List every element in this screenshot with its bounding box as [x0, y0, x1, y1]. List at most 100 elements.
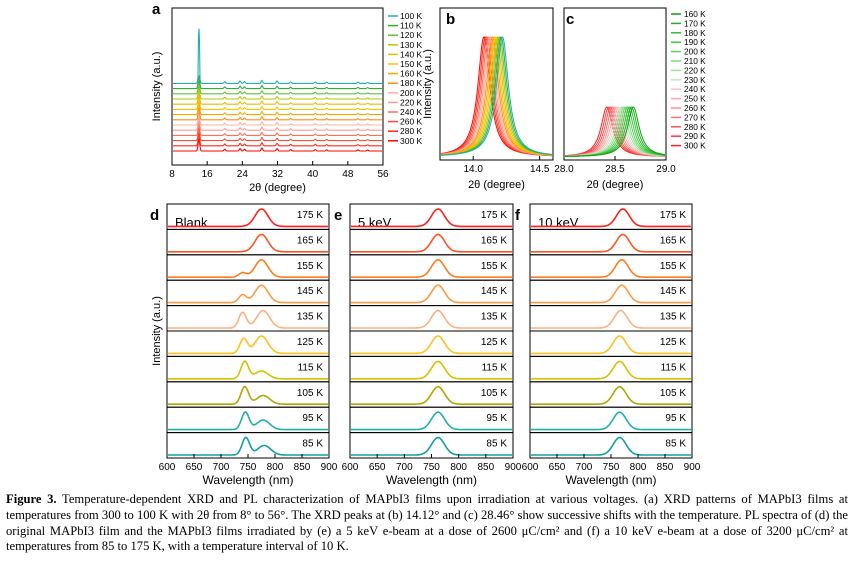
- panel-c-legend-180K: 180 K: [684, 28, 706, 38]
- caption-text: Temperature-dependent XRD and PL charact…: [6, 492, 848, 554]
- pl-ylabel: Intensity (a.u.): [151, 296, 163, 366]
- panel-e-temp-label: 165 K: [481, 235, 507, 246]
- panel-c-xtick-label: 29.0: [656, 164, 676, 175]
- panel-e-xtick-label: 750: [423, 462, 440, 473]
- panel-d-temp-label: 125 K: [297, 337, 323, 348]
- panel-a-legend-220K: 220 K: [400, 97, 423, 107]
- panel-f-temp-label: 175 K: [660, 210, 686, 221]
- panel-d-temp-label: 175 K: [297, 210, 323, 221]
- panel-d-temp-label: 115 K: [298, 362, 324, 373]
- panel-f-series-115K: [531, 360, 691, 380]
- panel-f-xlabel: Wavelength (nm): [566, 473, 657, 487]
- panel-a-series-140 K: [173, 90, 382, 105]
- panel-e-xtick-label: 900: [505, 462, 522, 473]
- panel-d-temp-label: 135 K: [297, 312, 323, 323]
- panel-e-series-175K: [351, 208, 512, 228]
- panel-e-series-125K: [351, 335, 512, 355]
- panel-c-legend-290K: 290 K: [684, 131, 706, 141]
- panel-f-temp-label: 125 K: [660, 337, 686, 348]
- panel-b-ylabel: Intensity (a.u.): [422, 49, 434, 119]
- panel-e-temp-label: 105 K: [481, 388, 507, 399]
- panel-c-xlabel: 2θ (degree): [587, 179, 644, 191]
- panel-f-series-135K: [531, 309, 691, 329]
- panel-d-title: Blank: [175, 215, 208, 230]
- panel-b-series: [441, 36, 552, 156]
- panel-e-temp-label: 145 K: [481, 286, 507, 297]
- figure: a 8 16 24 32 40 48 56 2θ (degree) Intensity (a.u.…: [150, 1, 706, 487]
- panel-f-series-155K: [531, 259, 691, 278]
- panel-a-legend-130K: 130 K: [400, 40, 423, 50]
- panel-c-legend-200K: 200 K: [684, 47, 706, 57]
- panel-b-frame: [439, 7, 554, 161]
- panel-a-series-110 K: [173, 74, 382, 90]
- panel-b-xtick-label: 14.0: [464, 164, 484, 175]
- panel-a-series-300 K: [173, 136, 382, 152]
- panel-d-xtick-label: 700: [213, 462, 230, 473]
- panel-e-label: e: [334, 207, 342, 224]
- panel-f-series-125K: [531, 335, 691, 355]
- panel-c-series: [565, 106, 666, 157]
- panel-e-series-135K: [351, 309, 512, 329]
- panel-f-series-105K: [531, 386, 691, 405]
- panel-e-temp-label: 115 K: [482, 362, 508, 373]
- panel-e-temp-label: 125 K: [481, 337, 507, 348]
- panel-f-series-145K: [531, 284, 691, 304]
- panel-e-title: 5 keV: [358, 215, 392, 230]
- panel-a-legend-240K: 240 K: [400, 107, 423, 117]
- panel-f-xtick-label: 600: [522, 462, 539, 473]
- panel-a-series-120 K: [173, 79, 382, 95]
- panel-d-series-105K: [168, 385, 328, 405]
- panel-d-temp-label: 165 K: [297, 235, 323, 246]
- caption-label: Figure 3.: [6, 492, 57, 506]
- panel-f-series-95K: [531, 411, 691, 431]
- panel-c-legend-170K: 170 K: [684, 18, 706, 28]
- panel-f-temp-label: 165 K: [660, 235, 686, 246]
- panel-a-legend-260K: 260 K: [400, 117, 423, 127]
- panel-a-legend-140K: 140 K: [400, 49, 423, 59]
- panel-a-series-220 K: [173, 116, 382, 131]
- panel-f-series-175K: [531, 208, 691, 228]
- panel-e-xtick-label: 650: [369, 462, 386, 473]
- panel-a-ylabel: Intensity (a.u.): [151, 52, 163, 122]
- panel-a-xtick-label: 48: [342, 169, 354, 180]
- panel-e-series-165K: [351, 233, 512, 253]
- panel-d-series-145K: [168, 284, 328, 304]
- panel-a-xtick-label: 56: [377, 169, 389, 180]
- panel-c-legend-210K: 210 K: [684, 56, 706, 66]
- panel-e-series-95K: [351, 411, 512, 431]
- panel-a-series-260 K: [173, 126, 382, 142]
- panel-e-series-115K: [351, 360, 512, 380]
- panel-f-temp-label: 155 K: [660, 261, 686, 272]
- panel-f-xtick-label: 750: [603, 462, 620, 473]
- panel-a-series-180 K: [173, 105, 382, 121]
- panel-a-legend-160K: 160 K: [400, 69, 423, 79]
- panel-f-title: 10 keV: [538, 215, 579, 230]
- panel-a-legend-120K: 120 K: [400, 30, 423, 40]
- panel-c-legend-240K: 240 K: [684, 84, 706, 94]
- panel-d-series-155K: [168, 258, 328, 278]
- panel-d-series-125K: [168, 335, 328, 355]
- panel-a-series-240 K: [173, 121, 382, 136]
- panel-d-temp-label: 85 K: [302, 439, 323, 450]
- panel-d-series-135K: [168, 309, 328, 329]
- panel-f-temp-label: 135 K: [660, 312, 686, 323]
- panel-d-series-95K: [168, 411, 328, 431]
- panel-f-series-85K: [531, 436, 691, 456]
- panel-a-series-150 K: [173, 95, 382, 110]
- panel-e-xtick-label: 700: [396, 462, 413, 473]
- panel-a-xtick-label: 32: [272, 169, 284, 180]
- panel-c-legend-220K: 220 K: [684, 65, 706, 75]
- figure-caption: Figure 3. Temperature-dependent XRD and …: [6, 492, 848, 555]
- panel-d-xtick-label: 600: [159, 462, 176, 473]
- panel-e-temp-label: 85 K: [486, 439, 507, 450]
- panel-b-xtick-label: 14.5: [530, 164, 550, 175]
- panel-c-xtick-label: 28.0: [554, 164, 574, 175]
- panel-d-series-85K: [168, 436, 328, 456]
- panel-d-temp-label: 95 K: [302, 413, 323, 424]
- panel-e-series-85K: [351, 436, 512, 456]
- panel-d-temp-label: 105 K: [297, 388, 323, 399]
- panel-a-xtick-label: 16: [202, 169, 214, 180]
- panel-f-xtick-label: 850: [657, 462, 674, 473]
- panel-d-xtick-label: 650: [186, 462, 203, 473]
- panel-e-xtick-label: 850: [477, 462, 494, 473]
